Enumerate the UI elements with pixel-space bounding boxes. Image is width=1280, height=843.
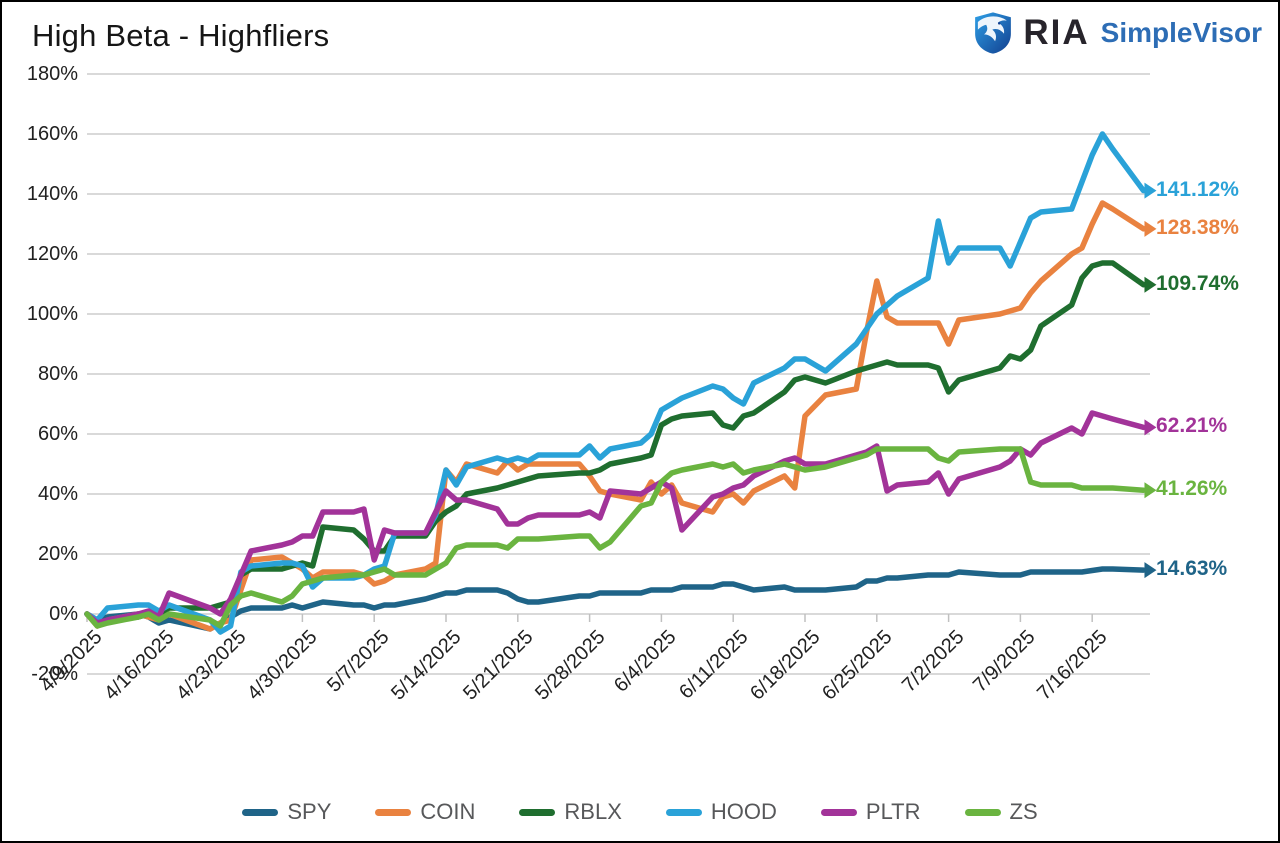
y-tick-label: 120%	[26, 243, 78, 265]
end-label-HOOD: 141.12%	[1156, 177, 1239, 201]
end-label-ZS: 41.26%	[1156, 477, 1228, 501]
y-tick-label: 20%	[37, 543, 78, 565]
legend-swatch-COIN	[375, 808, 412, 816]
series-line-PLTR	[84, 410, 1147, 626]
legend-label-COIN: COIN	[420, 799, 476, 824]
chart-title: High Beta - Highfliers	[32, 18, 330, 53]
legend-label-ZS: ZS	[1009, 799, 1038, 824]
chart-legend: SPY COIN RBLX HOOD PLTR ZS	[2, 799, 1278, 825]
end-label-COIN: 128.38%	[1156, 215, 1239, 239]
series-end-arrow-SPY	[1144, 562, 1157, 579]
legend-item-COIN: COIN	[375, 799, 475, 825]
y-tick-label: 100%	[26, 303, 78, 325]
legend-item-HOOD: HOOD	[665, 799, 777, 825]
series-end-arrow-HOOD	[1144, 182, 1157, 199]
legend-item-SPY: SPY	[242, 799, 331, 825]
legend-label-HOOD: HOOD	[710, 799, 777, 824]
y-tick-label: 0%	[49, 603, 78, 625]
legend-swatch-SPY	[242, 808, 279, 816]
legend-item-ZS: ZS	[964, 799, 1038, 825]
eagle-shield-icon	[970, 11, 1016, 55]
series-line-HOOD	[84, 131, 1147, 635]
y-tick-label: 140%	[26, 183, 78, 205]
brand-text: RIA	[1023, 13, 1090, 52]
y-tick-label: 180%	[26, 63, 78, 85]
series-end-arrow-RBLX	[1144, 276, 1157, 293]
end-label-RBLX: 109.74%	[1156, 271, 1239, 295]
product-text: SimpleVisor	[1100, 17, 1262, 48]
legend-swatch-RBLX	[519, 808, 556, 816]
y-tick-label: 40%	[37, 483, 78, 505]
y-tick-label: -20%	[31, 663, 78, 685]
legend-label-PLTR: PLTR	[865, 799, 921, 824]
series-end-arrow-COIN	[1144, 220, 1157, 237]
end-label-PLTR: 62.21%	[1156, 414, 1228, 438]
y-tick-label: 160%	[26, 123, 78, 145]
legend-label-RBLX: RBLX	[564, 799, 622, 824]
y-tick-label: 60%	[37, 423, 78, 445]
series-line-ZS	[84, 446, 1147, 629]
legend-label-SPY: SPY	[287, 799, 332, 824]
legend-item-RBLX: RBLX	[519, 799, 622, 825]
series-line-RBLX	[84, 260, 1147, 626]
series-end-arrow-PLTR	[1144, 419, 1157, 436]
series-line-SPY	[84, 566, 1147, 632]
legend-swatch-HOOD	[665, 808, 702, 816]
series-end-arrow-ZS	[1144, 482, 1157, 499]
legend-item-PLTR: PLTR	[820, 799, 921, 825]
legend-swatch-PLTR	[820, 808, 857, 816]
legend-swatch-ZS	[964, 808, 1001, 816]
end-label-SPY: 14.63%	[1156, 557, 1228, 581]
series-line-COIN	[84, 200, 1147, 632]
y-tick-label: 80%	[37, 363, 78, 385]
brand-logo: RIA SimpleVisor	[970, 11, 1262, 55]
